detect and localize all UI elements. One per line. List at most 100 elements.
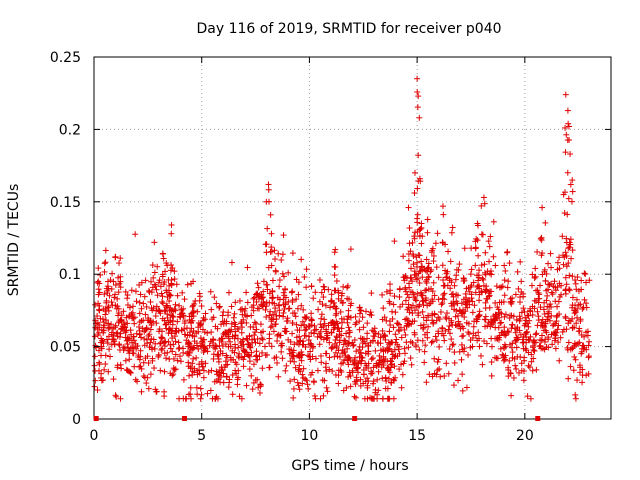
data-point [286,346,293,353]
data-point [565,339,572,346]
data-point [177,358,184,365]
data-point [513,335,520,342]
data-point [116,260,123,267]
data-point [201,316,208,323]
data-point [243,319,250,326]
data-point [481,200,488,207]
data-point [323,384,330,391]
data-point [333,278,340,285]
data-point [250,379,257,386]
data-point [408,305,415,312]
data-point [409,278,416,285]
data-point [313,355,320,362]
data-point [138,388,145,395]
data-point [380,305,387,312]
data-point [298,348,305,355]
data-point [225,384,232,391]
data-point [260,278,267,285]
data-point [123,314,130,321]
data-point [456,320,463,327]
data-point [117,361,124,368]
data-point [302,327,309,334]
data-point [316,277,323,284]
data-point [326,354,333,361]
data-point [567,346,574,353]
data-point [536,291,543,298]
data-point [172,301,179,308]
data-point [117,316,124,323]
data-point [576,362,583,369]
data-point [379,291,386,298]
data-point [308,283,315,290]
data-point [476,335,483,342]
data-point [410,252,417,259]
data-point [564,211,571,218]
data-point [420,302,427,309]
data-point [431,292,438,299]
data-point [275,331,282,338]
data-point [425,312,432,319]
data-point [562,124,569,131]
data-point [190,355,197,362]
data-point [439,300,446,307]
data-point [312,289,319,296]
data-point [193,354,200,361]
data-point [436,343,443,350]
data-point [444,268,451,275]
data-point [399,301,406,308]
data-point [175,327,182,334]
data-point [366,311,373,318]
data-point [110,376,117,383]
data-point [434,230,441,237]
data-point [391,363,398,370]
data-point [116,341,123,348]
y-tick-label: 0.2 [59,122,81,138]
data-point [431,355,438,362]
data-point [233,361,240,368]
data-point [437,373,444,380]
data-point [583,346,590,353]
data-point [147,371,154,378]
data-point [583,300,590,307]
data-point [264,351,271,358]
data-point [167,341,174,348]
data-point [135,352,142,359]
data-point [302,344,309,351]
data-point [390,324,397,331]
data-point [171,306,178,313]
data-point [328,320,335,327]
data-point [200,374,207,381]
data-point [293,321,300,328]
data-point [145,332,152,339]
data-point [95,265,102,272]
data-point [567,363,574,370]
data-point [241,353,248,360]
data-point [308,322,315,329]
data-point [480,276,487,283]
data-point [364,330,371,337]
data-point [403,339,410,346]
data-point [363,362,370,369]
data-point [161,350,168,357]
data-point [476,343,483,350]
data-point [376,361,383,368]
data-point [402,297,409,304]
data-point [342,340,349,347]
data-point [309,345,316,352]
data-point [399,371,406,378]
data-point [488,359,495,366]
data-point [397,324,404,331]
data-point [402,331,409,338]
data-point [351,378,358,385]
data-point [424,334,431,341]
data-point [514,268,521,275]
data-point [188,346,195,353]
data-point [581,296,588,303]
data-point [429,298,436,305]
data-point [285,298,292,305]
data-point [200,343,207,350]
data-point [133,298,140,305]
data-point [253,326,260,333]
data-point [353,319,360,326]
data-point [576,339,583,346]
